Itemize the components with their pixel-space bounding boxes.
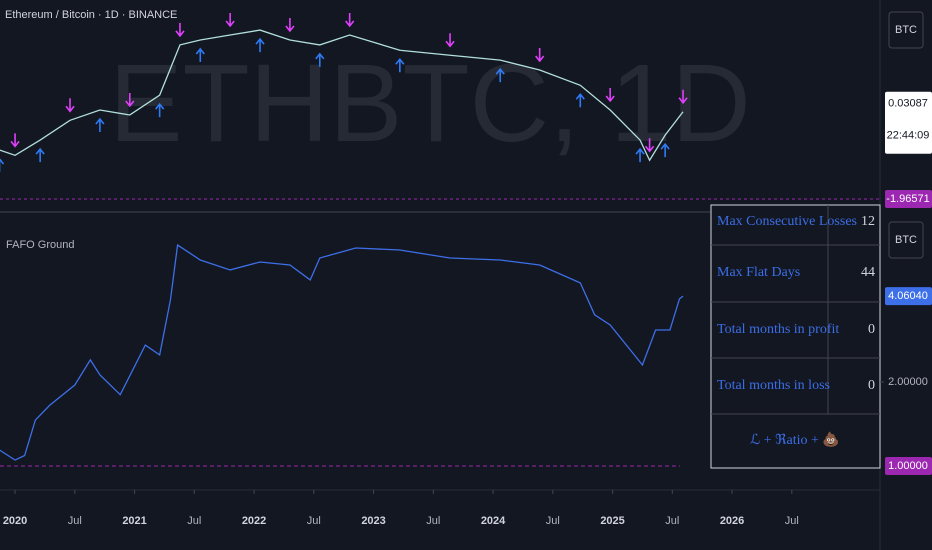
buy-signal xyxy=(95,117,105,133)
unit-box xyxy=(888,221,924,259)
sell-signal xyxy=(65,98,75,113)
x-tick-label: Jul xyxy=(68,515,82,527)
buy-signal xyxy=(635,147,645,163)
row-label: Max Flat Days xyxy=(717,265,800,280)
sell-signal xyxy=(535,48,545,63)
x-tick-label: 2024 xyxy=(481,515,506,527)
pane-title: FAFO Ground xyxy=(6,239,74,251)
sell-signal xyxy=(678,89,688,105)
row-label: Max Consecutive Losses xyxy=(717,214,857,229)
oscillator-label: -1.96571 xyxy=(886,193,929,205)
symbol-title: Ethereum / Bitcoin · 1D · BINANCE xyxy=(5,9,177,21)
stats-table xyxy=(710,204,881,469)
buy-signal xyxy=(195,47,205,62)
sell-signal xyxy=(285,17,295,33)
sell-signal xyxy=(345,13,355,28)
x-tick-label: 2026 xyxy=(720,515,744,527)
x-tick-label: Jul xyxy=(785,515,799,527)
table-footer: ℒ + ℜatio + 💩 xyxy=(750,431,840,448)
buy-signal xyxy=(395,57,405,73)
oscillator-tag xyxy=(885,190,932,208)
x-tick-label: 2020 xyxy=(3,515,27,527)
buy-signal xyxy=(315,52,325,67)
sell-signal xyxy=(175,22,185,38)
y-tick-label: 1.00000 xyxy=(888,460,928,472)
buy-signal xyxy=(255,37,265,53)
series-line xyxy=(0,243,684,461)
x-tick-label: 2025 xyxy=(600,515,624,527)
buy-signal xyxy=(35,147,45,163)
overlay: 0.03087 22:44:09 4.06040 1.00000 2.00000 2020… xyxy=(3,11,932,527)
tick-tag xyxy=(885,456,932,475)
buy-signal xyxy=(495,67,505,83)
sell-signal xyxy=(225,13,235,28)
price-label: 0.03087 xyxy=(888,98,928,110)
x-tick-label: Jul xyxy=(307,515,321,527)
last-value-label: 4.06040 xyxy=(888,290,928,302)
unit-box xyxy=(888,11,924,49)
row-label: Total months in loss xyxy=(717,378,830,393)
sell-signal xyxy=(605,88,615,103)
watermark: ETHBTC, 1D xyxy=(109,42,751,165)
sell-signal xyxy=(445,33,455,48)
unit-label: BTC xyxy=(895,234,917,246)
x-tick-label: Jul xyxy=(187,515,201,527)
buy-signal xyxy=(155,102,165,118)
x-tick-label: 2021 xyxy=(122,515,146,527)
x-tick-label: 2022 xyxy=(242,515,266,527)
row-value: 44 xyxy=(861,265,875,280)
buy-signal xyxy=(575,93,585,108)
x-tick-label: Jul xyxy=(546,515,560,527)
row-value: 12 xyxy=(861,214,875,229)
x-tick-label: Jul xyxy=(665,515,679,527)
marks xyxy=(0,13,880,467)
x-tick-label: 2023 xyxy=(361,515,385,527)
row-value: 0 xyxy=(868,378,875,393)
countdown: 22:44:09 xyxy=(887,130,930,142)
y-tick-label: 2.00000 xyxy=(888,376,928,388)
sell-signal xyxy=(644,138,655,153)
row-value: 0 xyxy=(868,322,875,337)
price-tag xyxy=(885,91,932,154)
x-tick-label: Jul xyxy=(426,515,440,527)
buy-signal xyxy=(0,158,5,172)
buy-signal xyxy=(660,142,670,158)
sell-signal xyxy=(125,92,135,108)
unit-label: BTC xyxy=(895,24,917,36)
last-value-tag xyxy=(885,287,932,306)
row-label: Total months in profit xyxy=(717,322,839,337)
sell-signal xyxy=(10,133,20,148)
series-line xyxy=(0,29,684,162)
